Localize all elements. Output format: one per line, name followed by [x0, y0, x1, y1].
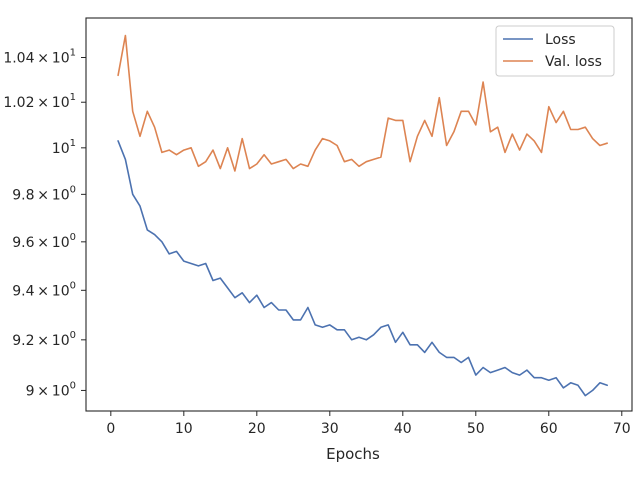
y-tick-label: 9.8 × 100: [12, 184, 76, 203]
x-tick-label: 10: [175, 421, 193, 437]
y-tick-label: 9.6 × 100: [12, 232, 76, 251]
x-tick-label: 60: [540, 421, 558, 437]
series-layer: [117, 34, 609, 397]
series-line-val-loss: [117, 34, 609, 172]
x-tick-label: 70: [613, 421, 631, 437]
y-axis: 9 × 100 9.2 × 100 9.4 × 100 9.6 × 100 9.8 × …: [3, 48, 86, 399]
x-tick-label: 30: [321, 421, 339, 437]
series-line-loss: [117, 140, 609, 397]
plot-frame: [85, 17, 633, 412]
legend-label-loss: Loss: [545, 32, 576, 48]
x-tick-label: 0: [106, 421, 115, 437]
y-tick-label: 1.02 × 101: [3, 92, 76, 111]
y-tick-label: 9.4 × 100: [12, 280, 76, 299]
x-tick-label: 50: [467, 421, 485, 437]
x-tick-label: 20: [248, 421, 266, 437]
legend: Loss Val. loss: [495, 25, 615, 77]
x-axis-title: Epochs: [326, 445, 380, 463]
x-tick-label: 40: [394, 421, 412, 437]
x-axis: 0 10 20 30 40 50 60 70: [106, 411, 631, 437]
y-tick-label: 9 × 100: [26, 380, 76, 399]
y-tick-label: 1.04 × 101: [3, 48, 76, 67]
legend-label-val-loss: Val. loss: [545, 54, 602, 70]
y-tick-label: 9.2 × 100: [12, 330, 76, 349]
